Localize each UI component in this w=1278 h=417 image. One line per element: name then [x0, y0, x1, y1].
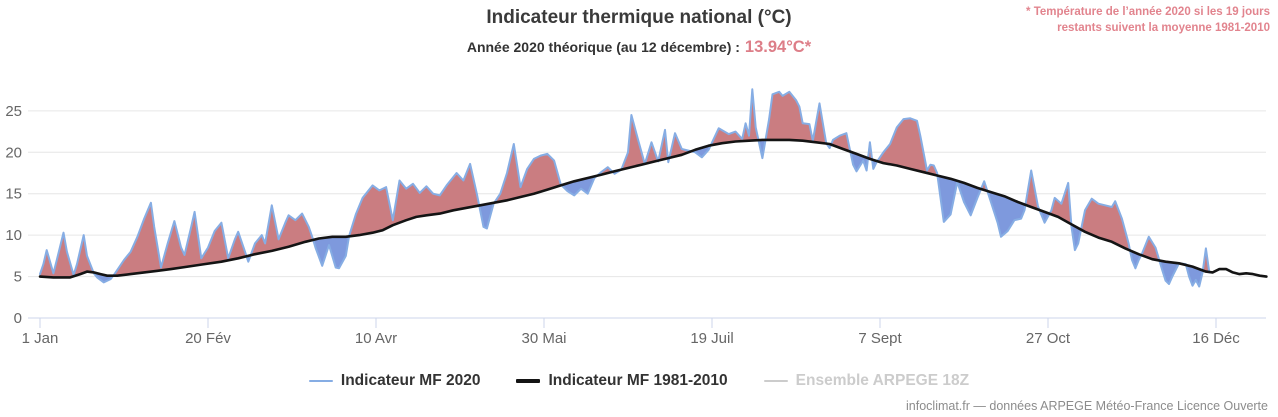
y-axis-label: 20 — [5, 144, 22, 161]
y-axis-label: 10 — [5, 227, 22, 244]
legend-item-mf-2020[interactable]: Indicateur MF 2020 — [308, 372, 481, 390]
legend-label-ensemble: Ensemble ARPEGE 18Z — [795, 372, 970, 389]
legend-item-ensemble-arpege[interactable]: Ensemble ARPEGE 18Z — [763, 372, 970, 390]
legend-label-mean: Indicateur MF 1981-2010 — [548, 372, 728, 389]
chart-subtitle: Année 2020 théorique (au 12 décembre) :1… — [0, 38, 1278, 57]
area-below-average — [40, 139, 1210, 287]
x-axis-label: 1 Jan — [22, 330, 59, 347]
x-axis-label: 19 Juil — [690, 330, 733, 347]
footnote-annotation: * Température de l’année 2020 si les 19 … — [1026, 4, 1270, 36]
x-axis-label: 10 Avr — [355, 330, 397, 347]
page-title: Indicateur thermique national (°C) — [486, 7, 792, 28]
x-axis-label: 20 Fév — [185, 330, 231, 347]
series-mean-line — [38, 138, 1268, 279]
chart-legend: Indicateur MF 2020 Indicateur MF 1981-20… — [0, 372, 1278, 390]
x-axis-label: 16 Déc — [1192, 330, 1240, 347]
x-axis-label: 27 Oct — [1026, 330, 1071, 347]
footer-credit: infoclimat.fr — données ARPEGE Météo-Fra… — [906, 399, 1268, 413]
y-axis-label: 15 — [5, 186, 22, 203]
legend-line-swatch-2020 — [308, 380, 333, 382]
subtitle-label: Année 2020 théorique (au 12 décembre) : — [466, 39, 740, 55]
x-axis-label: 7 Sept — [858, 330, 902, 347]
area-above-average — [40, 89, 1210, 278]
subtitle-value: 13.94°C* — [744, 38, 812, 56]
y-axis-label: 0 — [14, 310, 22, 327]
footnote-line-2: restants suivent la moyenne 1981-2010 — [1057, 22, 1270, 35]
legend-item-mf-1981-2010[interactable]: Indicateur MF 1981-2010 — [516, 372, 728, 390]
legend-line-swatch-ensemble — [763, 380, 788, 382]
y-axis-label: 25 — [5, 103, 22, 120]
y-axis-label: 5 — [14, 269, 22, 286]
x-axis-label: 30 Mai — [521, 330, 566, 347]
footnote-line-1: * Température de l’année 2020 si les 19 … — [1026, 6, 1270, 18]
legend-label-2020: Indicateur MF 2020 — [340, 372, 481, 389]
legend-line-swatch-mean — [516, 379, 541, 383]
